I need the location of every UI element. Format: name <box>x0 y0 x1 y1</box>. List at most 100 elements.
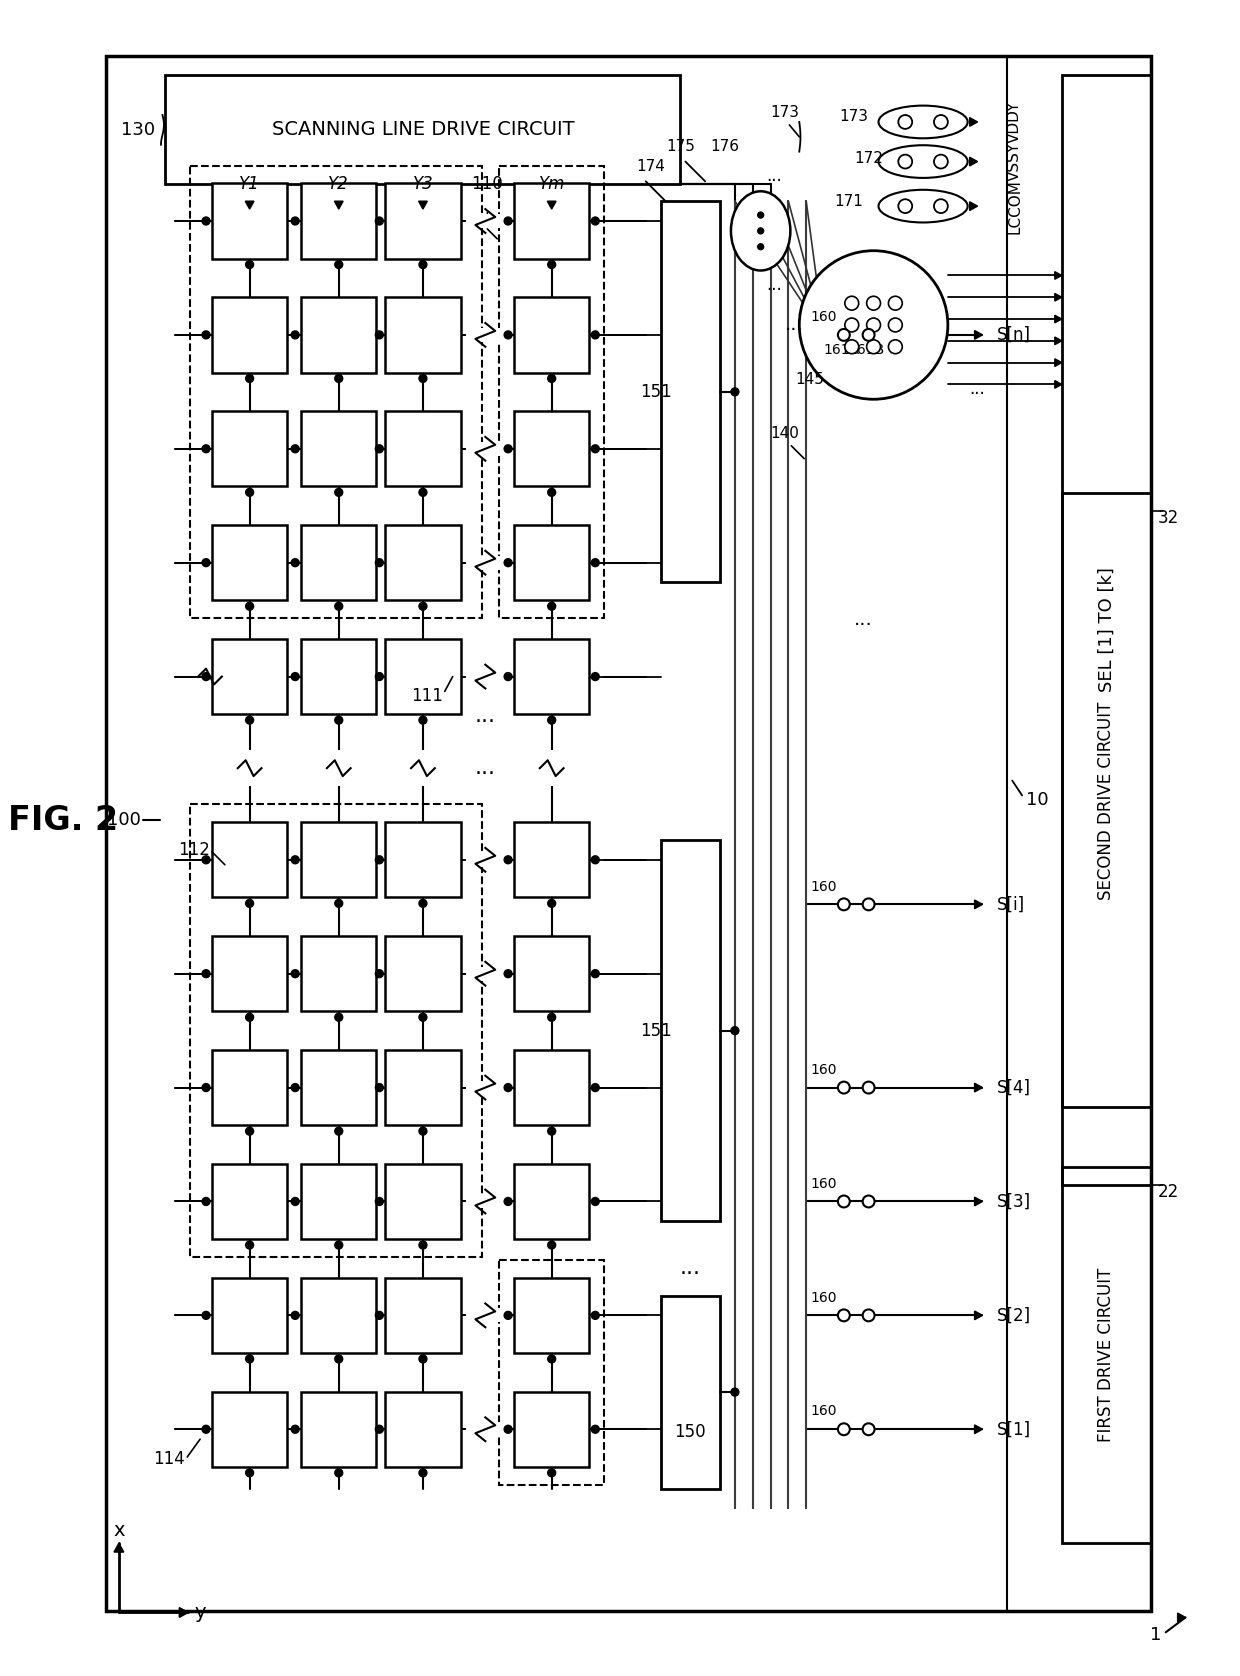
Text: 150: 150 <box>675 1423 706 1441</box>
Ellipse shape <box>878 189 967 223</box>
Circle shape <box>548 374 556 382</box>
Circle shape <box>202 970 210 977</box>
Circle shape <box>202 1084 210 1091</box>
Polygon shape <box>1055 359 1061 367</box>
Polygon shape <box>1055 272 1061 280</box>
Text: ...: ... <box>766 168 782 186</box>
Text: ...: ... <box>785 315 804 335</box>
Text: 160: 160 <box>811 880 837 893</box>
Circle shape <box>202 672 210 680</box>
Text: 140: 140 <box>770 426 799 441</box>
Circle shape <box>863 1309 874 1321</box>
Text: 176: 176 <box>711 139 739 154</box>
Circle shape <box>591 558 599 566</box>
Circle shape <box>548 1014 556 1021</box>
Circle shape <box>800 251 947 399</box>
Circle shape <box>419 1128 427 1135</box>
Circle shape <box>888 297 903 310</box>
Text: VDDY: VDDY <box>1007 101 1022 142</box>
Text: y: y <box>195 1602 206 1622</box>
Circle shape <box>376 216 383 225</box>
Bar <box>301 525 377 600</box>
Bar <box>661 201 720 583</box>
Bar <box>331 751 347 786</box>
Circle shape <box>505 216 512 225</box>
Circle shape <box>591 444 599 453</box>
Circle shape <box>335 716 342 724</box>
Circle shape <box>758 228 764 235</box>
Text: Ym: Ym <box>538 176 565 193</box>
Circle shape <box>591 216 599 225</box>
Bar <box>515 183 589 258</box>
Text: ...: ... <box>854 610 873 628</box>
Circle shape <box>376 330 383 339</box>
Bar <box>386 183 460 258</box>
Circle shape <box>505 1425 512 1433</box>
Bar <box>212 183 288 258</box>
Circle shape <box>505 558 512 566</box>
Bar <box>212 639 288 714</box>
Bar <box>500 1260 604 1485</box>
Polygon shape <box>970 158 977 166</box>
Circle shape <box>505 856 512 863</box>
Text: 160: 160 <box>811 1063 837 1076</box>
Circle shape <box>202 558 210 566</box>
Circle shape <box>419 602 427 610</box>
Bar <box>515 937 589 1011</box>
Bar <box>386 639 460 714</box>
Circle shape <box>844 318 859 332</box>
Text: 171: 171 <box>835 194 863 210</box>
Circle shape <box>291 672 299 680</box>
Circle shape <box>548 1468 556 1477</box>
Bar <box>242 751 258 786</box>
Text: 172: 172 <box>854 151 883 166</box>
Circle shape <box>548 716 556 724</box>
Bar <box>544 751 559 786</box>
Circle shape <box>246 374 253 382</box>
Circle shape <box>376 970 383 977</box>
Circle shape <box>505 970 512 977</box>
Text: SEL [1] TO [k]: SEL [1] TO [k] <box>1097 568 1115 692</box>
Bar <box>301 1163 377 1239</box>
Circle shape <box>419 1354 427 1363</box>
Circle shape <box>898 154 913 169</box>
Circle shape <box>202 216 210 225</box>
Bar <box>415 751 430 786</box>
Ellipse shape <box>878 106 967 139</box>
Circle shape <box>867 318 880 332</box>
Bar <box>386 525 460 600</box>
Bar <box>212 297 288 372</box>
Bar <box>465 853 505 866</box>
Circle shape <box>548 900 556 907</box>
Circle shape <box>419 900 427 907</box>
Bar <box>301 297 377 372</box>
Circle shape <box>291 1311 299 1319</box>
Text: 173: 173 <box>770 104 799 119</box>
Bar <box>515 1277 589 1353</box>
Text: VSSY: VSSY <box>1007 142 1022 181</box>
Circle shape <box>291 1084 299 1091</box>
Circle shape <box>291 558 299 566</box>
Polygon shape <box>975 330 982 339</box>
Bar <box>212 1163 288 1239</box>
Circle shape <box>246 1354 253 1363</box>
Circle shape <box>863 328 874 340</box>
Bar <box>212 937 288 1011</box>
Circle shape <box>291 1198 299 1205</box>
Text: 161A: 161A <box>823 342 859 357</box>
Text: S[1]: S[1] <box>997 1420 1032 1438</box>
Ellipse shape <box>878 146 967 178</box>
Circle shape <box>335 1468 342 1477</box>
Polygon shape <box>1055 315 1061 323</box>
Circle shape <box>419 1468 427 1477</box>
Circle shape <box>867 340 880 354</box>
Text: 130: 130 <box>122 121 155 139</box>
Bar <box>212 1049 288 1125</box>
Circle shape <box>934 116 947 129</box>
Circle shape <box>838 1081 849 1093</box>
Bar <box>515 525 589 600</box>
Bar <box>465 442 505 456</box>
Text: Y1: Y1 <box>239 176 260 193</box>
Text: 100: 100 <box>107 811 140 830</box>
Circle shape <box>291 856 299 863</box>
